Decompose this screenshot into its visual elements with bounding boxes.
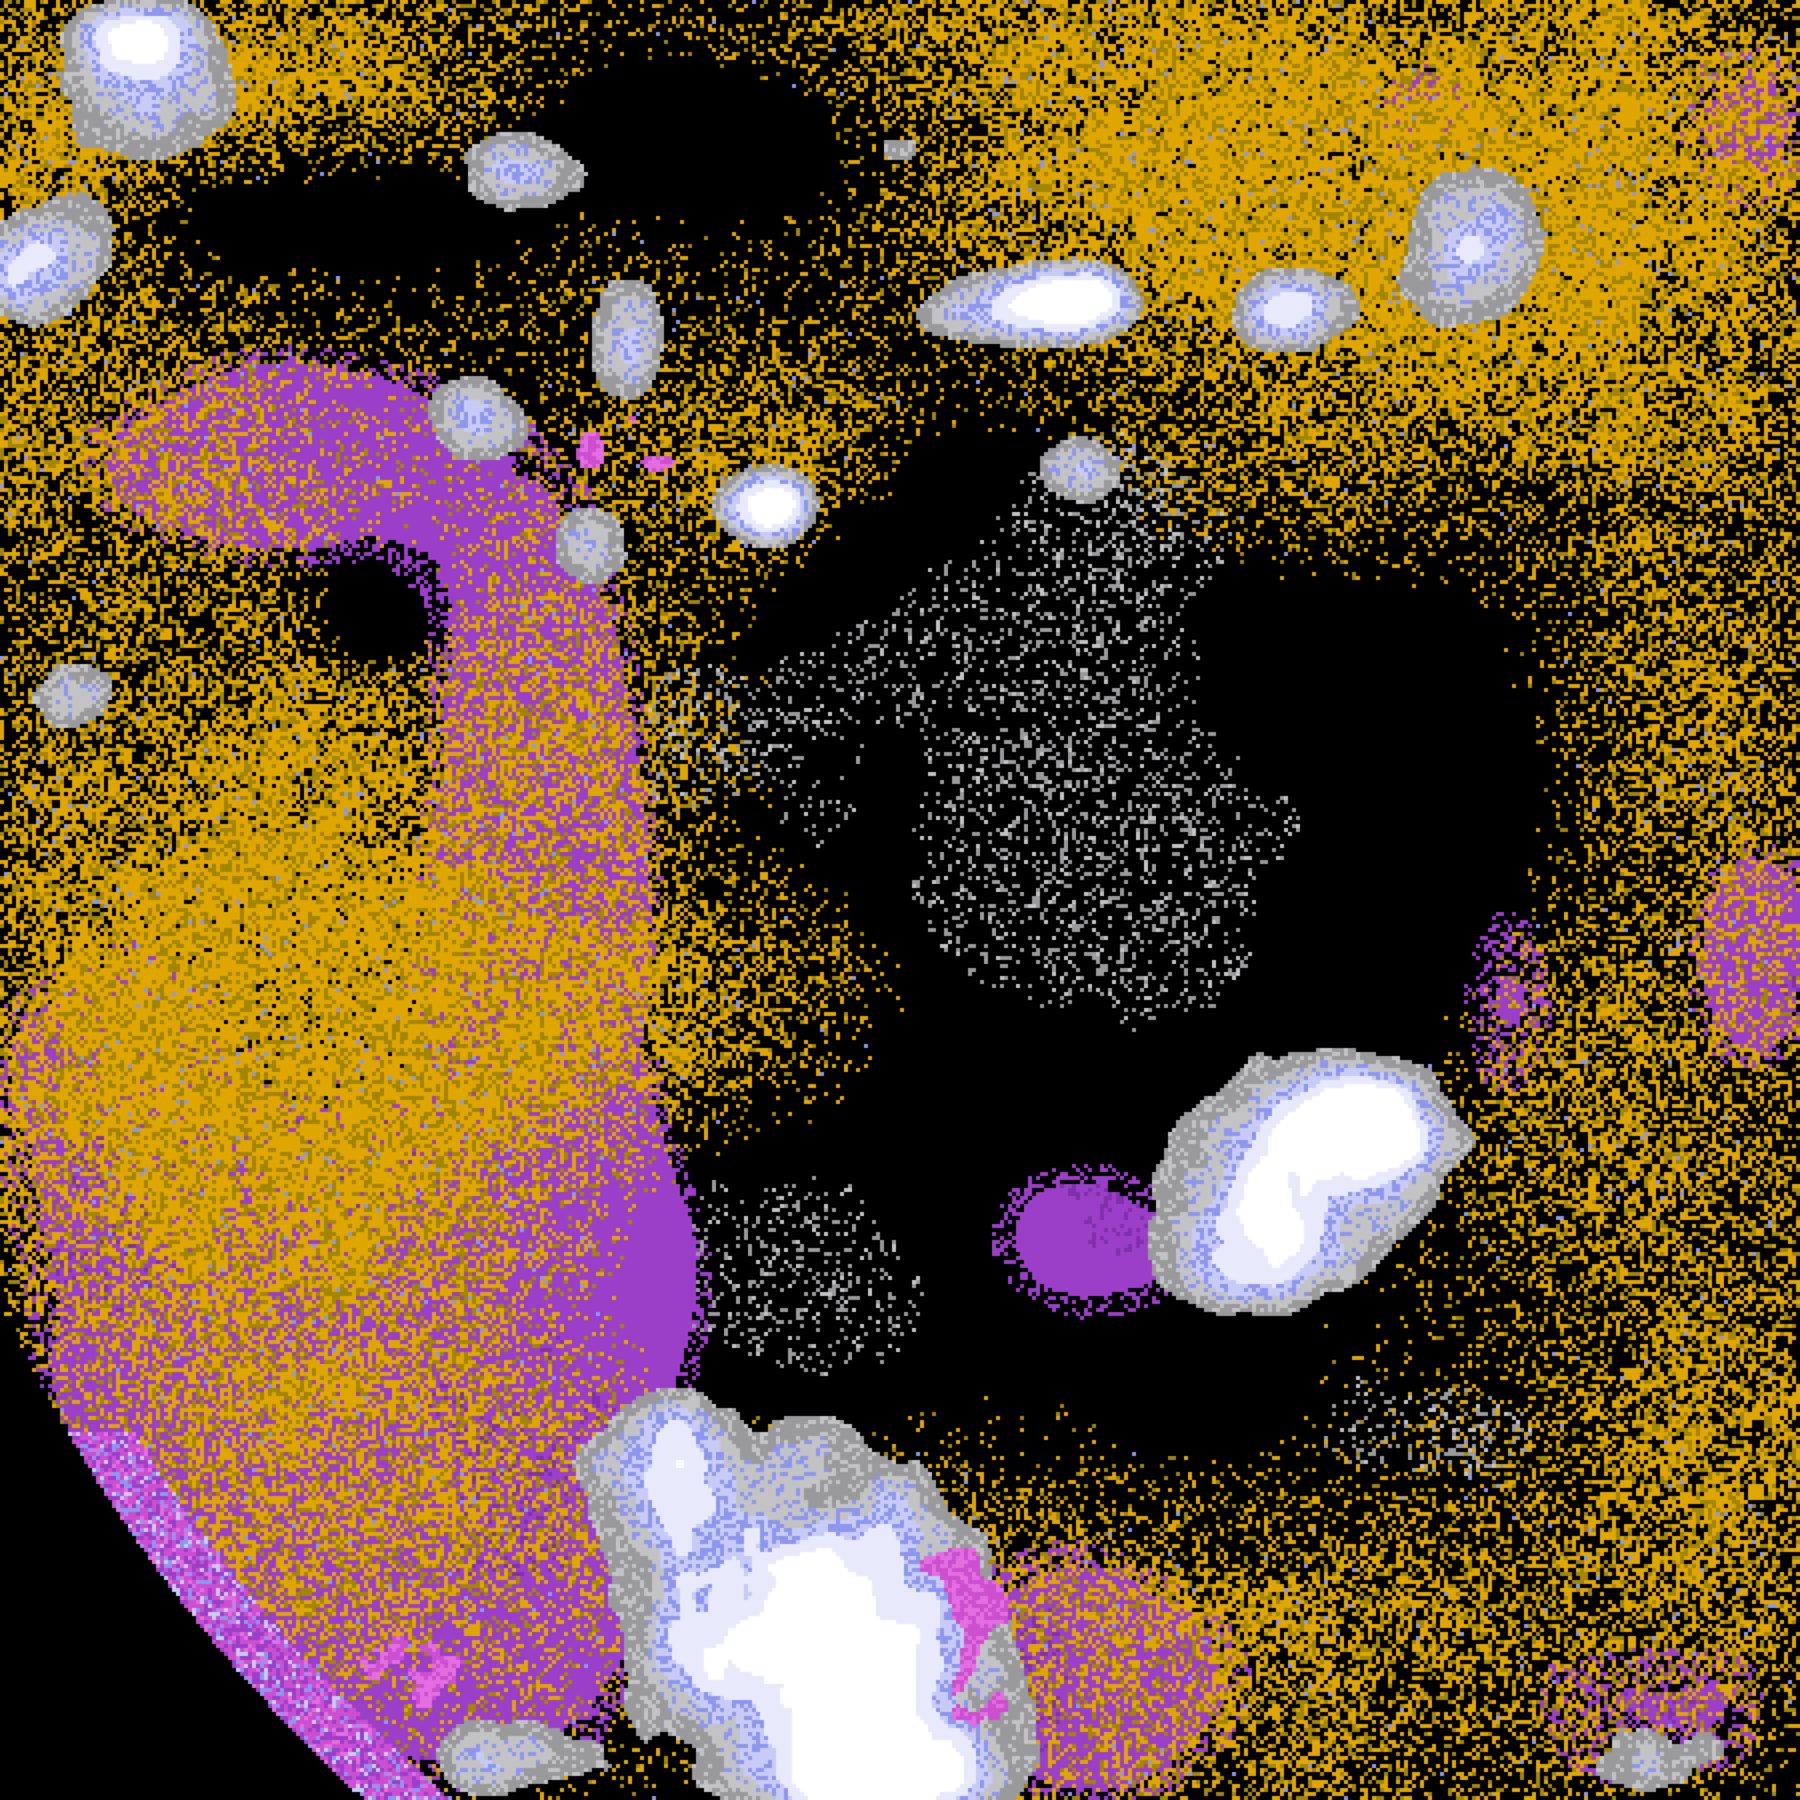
satellite-image-frame [0,0,1800,1800]
false-color-satellite-canvas [0,0,1800,1800]
